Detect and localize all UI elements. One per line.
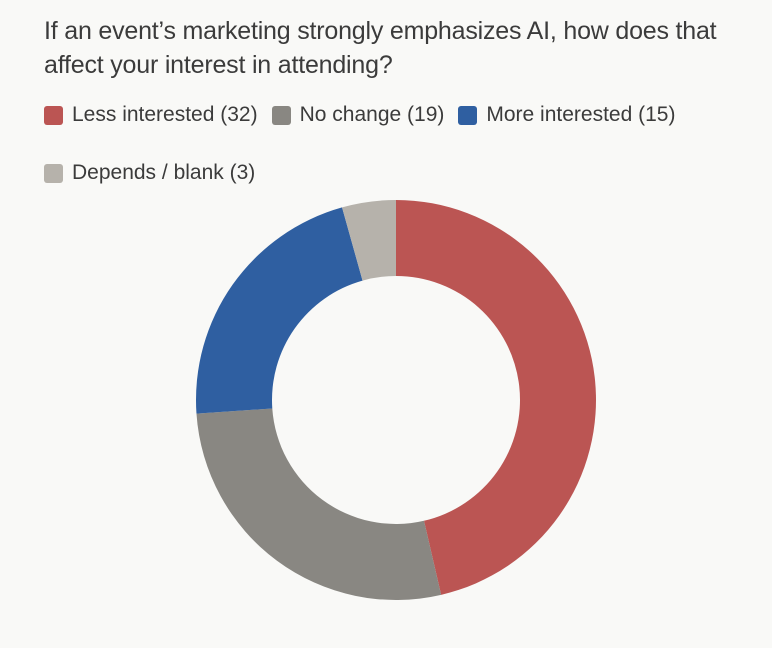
chart-legend: Less interested (32) No change (19) More… (44, 100, 764, 188)
legend-swatch-depends-blank (44, 163, 63, 183)
legend-label-no-change: No change (19) (299, 103, 445, 126)
donut-slice-less-interested (396, 200, 596, 595)
legend-item-less-interested: Less interested (32) (44, 100, 258, 130)
legend-label-depends-blank: Depends / blank (3) (72, 161, 256, 184)
legend-swatch-more-interested (458, 105, 478, 125)
legend-swatch-no-change (271, 105, 291, 125)
legend-label-more-interested: More interested (15) (486, 103, 676, 126)
donut-slice-more-interested (196, 207, 363, 414)
legend-item-depends-blank: Depends / blank (3) (44, 158, 255, 188)
legend-item-no-change: No change (19) (271, 100, 445, 130)
legend-label-less-interested: Less interested (32) (72, 103, 258, 126)
donut-slice-no-change (196, 408, 442, 600)
donut-slice-depends-blank (342, 200, 396, 281)
legend-item-more-interested: More interested (15) (458, 100, 675, 130)
legend-swatch-less-interested (44, 105, 63, 125)
chart-title: If an event’s marketing strongly emphasi… (44, 17, 717, 79)
